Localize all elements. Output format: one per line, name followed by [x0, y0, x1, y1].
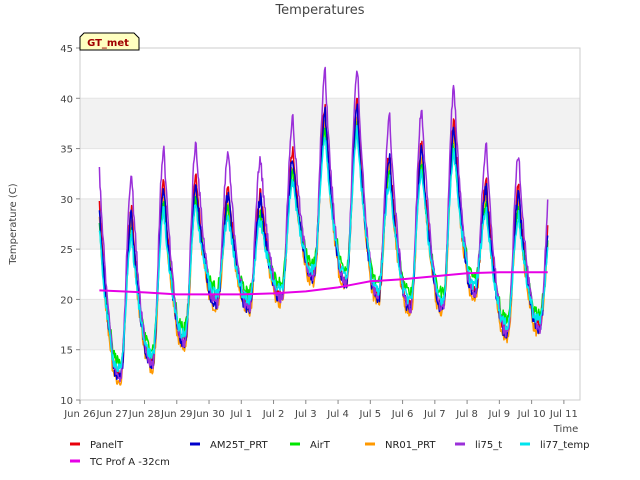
- y-tick-label: 25: [60, 245, 73, 256]
- legend: PanelT AM25T_PRT AirT NR01_PRT li75_t li77_te…: [70, 440, 589, 468]
- y-tick-label: 30: [60, 195, 73, 206]
- chart-title: Temperatures: [274, 3, 364, 18]
- grid-band: [80, 198, 580, 250]
- legend-label: AM25T_PRT: [210, 440, 269, 451]
- y-axis: 10 15 20 25 30 35 40 45: [60, 44, 80, 407]
- y-tick-label: 10: [60, 396, 73, 407]
- legend-label: PanelT: [90, 440, 124, 451]
- y-tick-label: 20: [60, 295, 73, 306]
- legend-label: NR01_PRT: [385, 440, 436, 451]
- x-axis-title: Time: [553, 424, 578, 435]
- x-tick-label: Jul 1: [229, 409, 252, 420]
- x-tick-label: Jul 3: [294, 409, 317, 420]
- grid-band: [80, 349, 580, 400]
- x-tick-label: Jun 29: [160, 409, 193, 420]
- x-tick-label: Jul 7: [423, 409, 446, 420]
- legend-label: li75_t: [475, 440, 502, 451]
- series-line-tc-prof-a-32cm: [99, 271, 548, 296]
- grid-band: [80, 48, 580, 99]
- y-axis-title: Temperature (C): [8, 183, 19, 265]
- legend-label: li77_temp: [540, 440, 589, 451]
- x-tick-label: Jul 10: [517, 409, 546, 420]
- series-line-li77-temp: [98, 124, 549, 373]
- x-tick-label: Jul 5: [359, 409, 382, 420]
- x-tick-label: Jun 26: [63, 409, 96, 420]
- legend-label: AirT: [310, 440, 331, 451]
- y-tick-label: 40: [60, 94, 73, 105]
- x-tick-label: Jun 27: [95, 409, 128, 420]
- legend-label: TC Prof A -32cm: [89, 457, 170, 468]
- x-tick-label: Jun 28: [128, 409, 161, 420]
- y-tick-label: 45: [60, 44, 73, 55]
- station-badge-label: GT_met: [87, 38, 129, 49]
- plot-frame: [79, 47, 581, 401]
- y-tick-label: 15: [60, 346, 73, 357]
- y-tick-label: 35: [60, 145, 73, 156]
- x-tick-label: Jun 30: [192, 409, 225, 420]
- x-tick-label: Jul 11: [549, 409, 578, 420]
- x-axis: Jun 26 Jun 27 Jun 28 Jun 29 Jun 30 Jul 1 Jul 2…: [63, 400, 578, 420]
- x-tick-label: Jul 2: [262, 409, 285, 420]
- station-badge: GT_met: [79, 32, 140, 51]
- series-layer: [98, 66, 549, 386]
- grid-band: [80, 249, 580, 300]
- x-tick-label: Jul 8: [455, 409, 478, 420]
- x-tick-label: Jul 6: [391, 409, 414, 420]
- grid-band: [80, 98, 580, 149]
- x-tick-label: Jul 4: [326, 409, 349, 420]
- station-badge-shape: [79, 32, 140, 51]
- x-tick-label: Jul 9: [488, 409, 511, 420]
